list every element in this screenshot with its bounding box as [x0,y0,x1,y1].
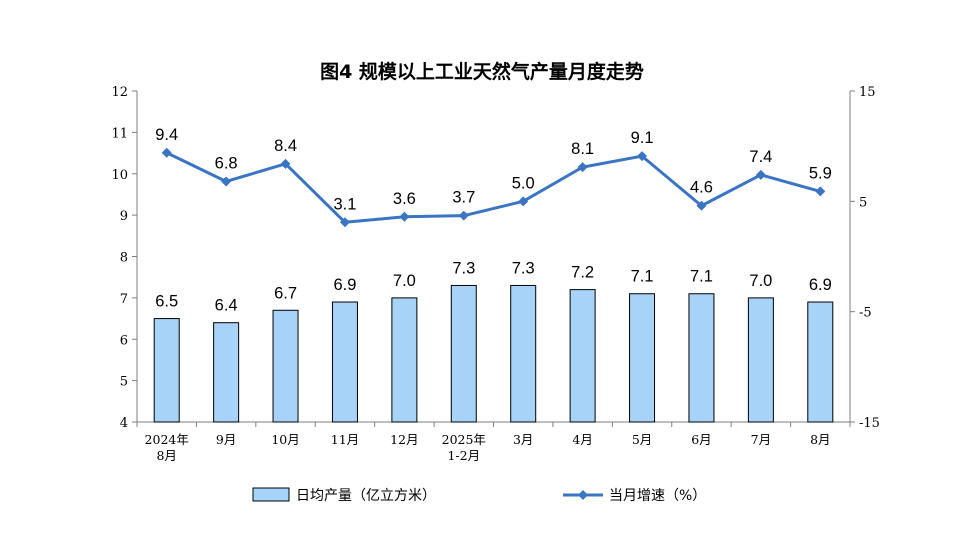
line-data-label: 4.6 [690,179,713,197]
line-point [280,158,291,169]
line-point [815,186,826,197]
bar [629,293,656,423]
bar-data-label: 6.4 [215,297,238,315]
line-point [399,211,410,222]
x-tick-label: 6月 [691,432,711,447]
left-tick-label: 4 [120,416,128,431]
legend-line-marker [578,490,588,500]
left-tick-label: 8 [120,251,128,266]
line-point [161,147,172,158]
bar [272,309,299,423]
line-data-label: 9.4 [155,126,178,144]
bar [569,289,596,423]
bar-data-label: 6.9 [809,276,832,294]
right-tick-label: 5 [859,195,867,210]
bar [747,297,774,423]
bar-data-label: 7.2 [571,264,594,282]
x-tick-label: 2025年 [442,432,486,447]
bar [153,318,180,423]
left-tick-label: 10 [111,168,128,183]
bar-data-label: 7.0 [749,272,772,290]
x-tick-label: 9月 [216,432,236,447]
bar-data-label: 7.1 [690,268,713,286]
right-tick-label: -15 [859,416,880,431]
line-data-label: 8.4 [274,137,297,155]
line-data-label: 5.0 [512,174,535,192]
bar-data-label: 7.1 [631,268,654,286]
x-tick-label: 8月 [156,448,176,463]
x-tick-label: 11月 [331,432,359,447]
left-tick-label: 12 [111,85,128,100]
line-data-label: 6.8 [215,154,238,172]
bar [688,293,715,423]
line-point [518,196,529,207]
bar [450,284,477,423]
x-tick-label: 1-2月 [447,448,480,463]
line-data-label: 9.1 [631,129,654,147]
bar [213,322,240,423]
bar-data-label: 7.0 [393,272,416,290]
line-data-label: 3.7 [452,189,475,207]
right-tick-label: 15 [859,85,876,100]
x-tick-label: 12月 [390,432,418,447]
legend-bar-label: 日均产量（亿立方米） [296,488,436,504]
x-tick-label: 10月 [271,432,299,447]
bar [510,284,537,423]
line-point [696,200,707,211]
chart-title: 图4 规模以上工业天然气产量月度走势 [320,60,644,83]
x-tick-label: 8月 [810,432,830,447]
line-data-label: 7.4 [749,148,772,166]
line-point [221,176,232,187]
left-tick-label: 5 [120,375,128,390]
right-tick-label: -5 [859,306,872,321]
left-tick-label: 6 [120,333,128,348]
left-tick-label: 9 [120,209,128,224]
bar-data-label: 7.3 [452,259,475,277]
line-point [577,162,588,173]
x-tick-label: 3月 [513,432,533,447]
line-point [755,169,766,180]
bar-data-label: 6.5 [155,293,178,311]
x-tick-label: 7月 [751,432,771,447]
legend: 日均产量（亿立方米） 当月增速（%） [252,487,706,504]
line-point [637,151,648,162]
bar-data-label: 6.9 [333,276,356,294]
legend-line-label: 当月增速（%） [609,488,706,504]
x-tick-label: 4月 [572,432,592,447]
line-data-label: 5.9 [809,164,832,182]
line-data-label: 3.6 [393,190,416,208]
bar [331,301,358,423]
line-point [458,210,469,221]
x-tick-label: 2024年 [145,432,189,447]
x-tick-label: 5月 [632,432,652,447]
left-tick-label: 11 [111,126,128,141]
line-point [339,217,350,228]
bar-data-label: 6.7 [274,284,297,302]
growth-line [166,151,821,224]
legend-bar-swatch [252,487,290,502]
line-data-label: 8.1 [571,140,594,158]
bar [807,301,834,423]
line-data-label: 3.1 [333,195,356,213]
bar-data-label: 7.3 [512,259,535,277]
bar [391,297,418,423]
left-tick-label: 7 [120,292,128,307]
